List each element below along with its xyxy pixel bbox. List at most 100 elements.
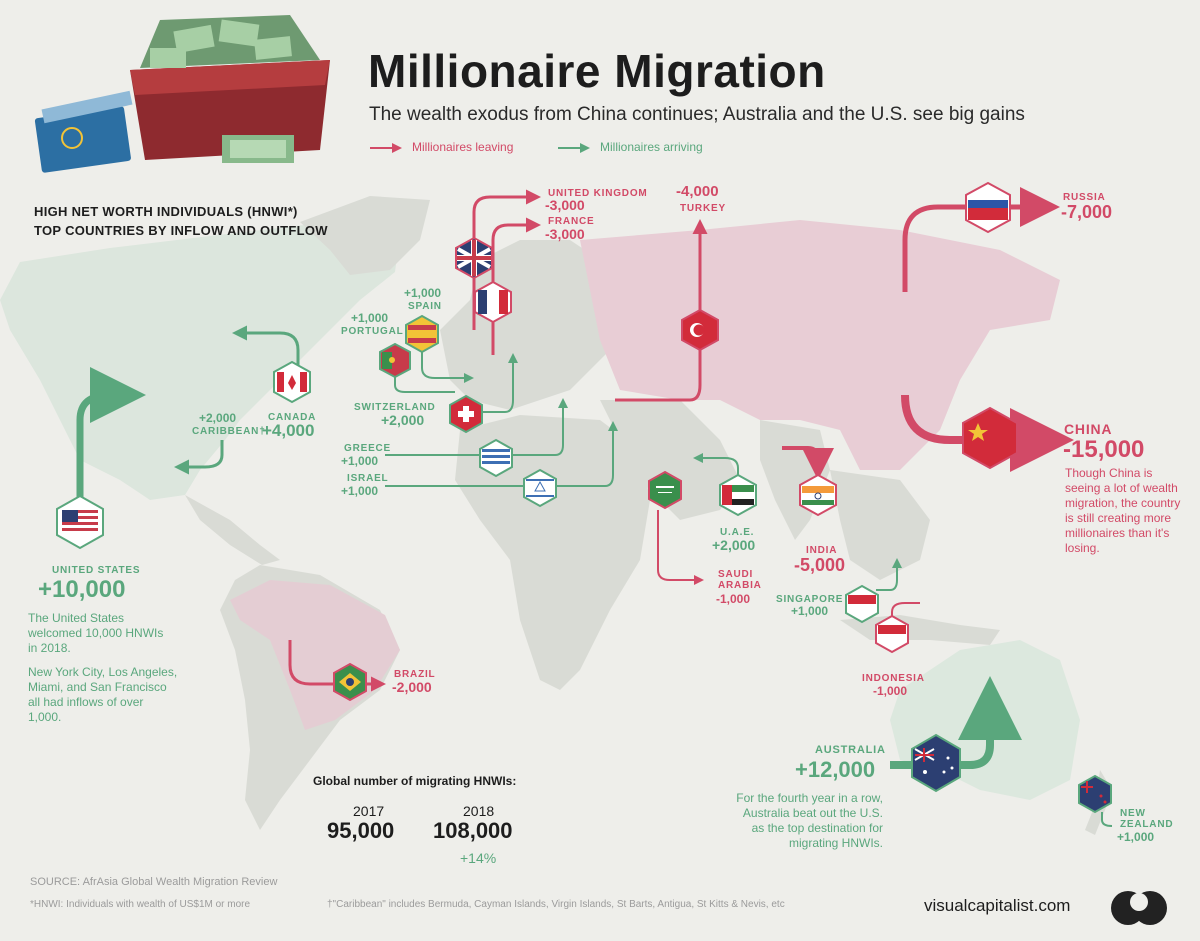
nz-value: +1,000 bbox=[1117, 830, 1155, 844]
uk-value: -3,000 bbox=[545, 197, 585, 213]
saudi-flag-icon bbox=[648, 470, 682, 510]
australia-value: +12,000 bbox=[795, 757, 876, 782]
caribbean-value: +2,000 bbox=[199, 411, 237, 425]
us-arrow bbox=[76, 367, 146, 545]
france-name: FRANCE bbox=[548, 216, 595, 227]
new-zealand-flag-icon bbox=[1078, 774, 1112, 814]
russia-arrow bbox=[902, 187, 1060, 292]
india-arrow bbox=[782, 446, 834, 480]
australia-flag-icon bbox=[911, 733, 961, 793]
africa-landmass bbox=[455, 415, 650, 690]
global-value-2017: 95,000 bbox=[327, 818, 395, 843]
us-desc2: New York City, Los Angeles, Miami, and S… bbox=[28, 665, 178, 724]
global-year-2018: 2018 bbox=[463, 803, 495, 819]
us-desc1: The United States welcomed 10,000 HNWIs … bbox=[28, 611, 164, 655]
brazil-name: BRAZIL bbox=[394, 669, 436, 680]
russia-value: -7,000 bbox=[1061, 202, 1113, 222]
nz-name1: NEW bbox=[1120, 808, 1146, 819]
india-flag-icon bbox=[799, 473, 837, 517]
saudi-name1: SAUDI bbox=[718, 569, 754, 580]
us-name: UNITED STATES bbox=[52, 565, 141, 576]
spain-name: SPAIN bbox=[408, 301, 442, 312]
canada-value: +4,000 bbox=[262, 421, 315, 440]
uae-value: +2,000 bbox=[712, 537, 756, 553]
israel-flag-icon bbox=[523, 468, 557, 508]
france-arrow bbox=[491, 217, 541, 355]
russia-flag-icon bbox=[965, 181, 1011, 234]
southeast-asia-landmass bbox=[830, 470, 930, 580]
australia-name: AUSTRALIA bbox=[815, 744, 886, 756]
uae-arrow bbox=[693, 453, 739, 475]
portugal-value: +1,000 bbox=[351, 311, 389, 325]
brazil-flag-icon bbox=[333, 662, 367, 702]
uae-flag-icon bbox=[719, 473, 757, 517]
greenland-landmass bbox=[300, 196, 430, 275]
greece-arrow bbox=[385, 398, 568, 456]
portugal-arrow bbox=[394, 375, 455, 393]
france-flag-icon bbox=[474, 280, 512, 324]
portugal-name: PORTUGAL bbox=[341, 326, 404, 337]
indonesia-arrow bbox=[891, 602, 920, 620]
switzerland-name: SWITZERLAND bbox=[354, 402, 436, 413]
china-name: CHINA bbox=[1064, 421, 1113, 437]
spain-arrow bbox=[421, 350, 474, 383]
saudi-value: -1,000 bbox=[716, 592, 751, 606]
singapore-flag-icon bbox=[845, 584, 879, 624]
footer-note-caribbean: †"Caribbean" includes Bermuda, Cayman Is… bbox=[327, 899, 785, 910]
indonesia-flag-icon bbox=[875, 614, 909, 654]
australia-arrow bbox=[890, 676, 1022, 769]
brazil-value: -2,000 bbox=[392, 679, 432, 695]
australia-desc: For the fourth year in a row, Australia … bbox=[736, 791, 883, 850]
turkey-name: TURKEY bbox=[680, 203, 726, 214]
singapore-name: SINGAPORE bbox=[776, 594, 844, 605]
legend-arriving: Millionaires arriving bbox=[600, 140, 703, 154]
turkey-flag-icon bbox=[681, 308, 719, 352]
singapore-value: +1,000 bbox=[791, 604, 829, 618]
caribbean-arrow bbox=[174, 440, 224, 475]
section-heading-line1: HIGH NET WORTH INDIVIDUALS (HNWI*) bbox=[34, 204, 298, 219]
nz-name2: ZEALAND bbox=[1120, 819, 1174, 830]
global-change: +14% bbox=[460, 850, 497, 866]
footer-brand[interactable]: visualcapitalist.com bbox=[924, 896, 1071, 915]
saudi-name2: ARABIA bbox=[718, 580, 762, 591]
turkey-value: -4,000 bbox=[676, 183, 719, 200]
us-flag-icon bbox=[56, 494, 104, 550]
europe-landmass bbox=[440, 240, 610, 410]
china-value: -15,000 bbox=[1063, 436, 1145, 463]
switzerland-arrow bbox=[483, 353, 518, 413]
singapore-arrow bbox=[876, 558, 902, 591]
suitcase-of-money-icon bbox=[130, 15, 330, 163]
switzerland-value: +2,000 bbox=[381, 412, 425, 428]
passport-icon bbox=[34, 90, 133, 173]
india-value: -5,000 bbox=[794, 555, 846, 575]
uk-flag-icon bbox=[455, 236, 493, 280]
israel-value: +1,000 bbox=[341, 484, 379, 498]
china-flag-icon bbox=[962, 406, 1018, 470]
spain-flag-icon bbox=[405, 314, 439, 354]
greece-flag-icon bbox=[479, 438, 513, 478]
canada-name: CANADA bbox=[268, 412, 317, 423]
turkey-arrow bbox=[615, 219, 708, 402]
global-value-2018: 108,000 bbox=[433, 818, 513, 843]
uk-arrow bbox=[472, 189, 541, 330]
central-america-landmass bbox=[185, 495, 280, 565]
global-year-2017: 2017 bbox=[353, 803, 385, 819]
canada-arrow bbox=[232, 325, 300, 365]
page-subtitle: The wealth exodus from China continues; … bbox=[369, 104, 1025, 125]
uk-name: UNITED KINGDOM bbox=[548, 188, 648, 199]
china-desc: Though China is seeing a lot of wealth m… bbox=[1065, 466, 1181, 555]
newzealand-arrow bbox=[1101, 812, 1113, 827]
canada-flag-icon bbox=[273, 360, 311, 404]
greece-name: GREECE bbox=[344, 443, 392, 454]
israel-name: ISRAEL bbox=[347, 473, 389, 484]
saudi-arrow bbox=[657, 510, 704, 585]
visual-capitalist-logo-icon bbox=[1111, 891, 1167, 925]
spain-value: +1,000 bbox=[404, 286, 442, 300]
north-america-landmass bbox=[0, 222, 400, 500]
brazil-arrow bbox=[288, 640, 386, 692]
footer-source: SOURCE: AfrAsia Global Wealth Migration … bbox=[30, 876, 278, 888]
portugal-flag-icon bbox=[379, 342, 411, 379]
indonesia-name: INDONESIA bbox=[862, 673, 925, 684]
switzerland-flag-icon bbox=[449, 394, 483, 434]
